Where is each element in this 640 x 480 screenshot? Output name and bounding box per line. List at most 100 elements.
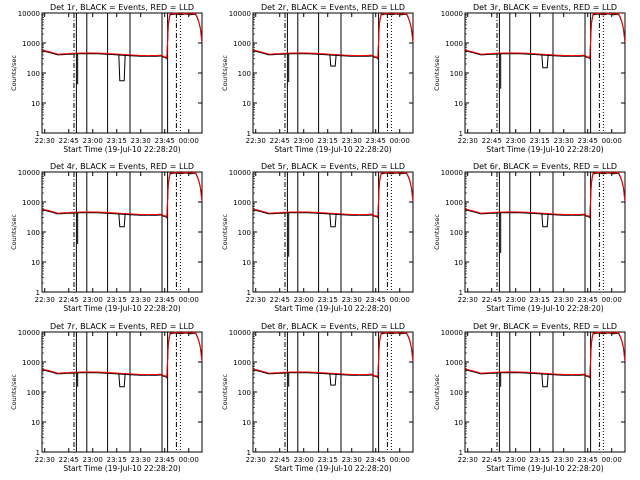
x-axis-label: Start Time (19-Jul-10 22:28:20) <box>486 464 603 473</box>
x-tick-label: 00:00 <box>179 296 199 304</box>
panel-det-6: Det 6r, BLACK = Events, RED = LLD 1 10 100 1… <box>433 162 626 313</box>
y-tick-label: 10000 <box>18 10 40 18</box>
y-axis-label: Counts/sec <box>10 214 18 250</box>
x-tick-label: 23:45 <box>155 456 175 464</box>
x-axis-label: Start Time (19-Jul-10 22:28:20) <box>274 145 391 154</box>
x-tick-label: 00:00 <box>602 137 622 145</box>
x-tick-label: 22:45 <box>482 456 502 464</box>
x-tick-label: 23:45 <box>366 456 386 464</box>
x-tick-label: 22:30 <box>246 296 266 304</box>
plot-frame <box>464 331 626 453</box>
plot-frame <box>41 171 203 293</box>
x-tick-label: 22:45 <box>270 456 290 464</box>
y-tick-label: 1 <box>459 449 463 457</box>
series-lld-line <box>252 331 414 378</box>
plot-frame <box>464 12 626 134</box>
panel-det-9: Det 9r, BLACK = Events, RED = LLD 1 10 100 1… <box>433 322 626 473</box>
y-axis-label: Counts/sec <box>433 214 441 250</box>
x-tick-label: 00:00 <box>179 137 199 145</box>
y-tick-label: 1000 <box>233 359 251 367</box>
x-tick-label: 22:45 <box>482 296 502 304</box>
y-tick-label: 1000 <box>22 40 40 48</box>
x-tick-label: 23:45 <box>578 296 598 304</box>
y-axis-label: Counts/sec <box>221 374 229 410</box>
events-notch <box>329 213 337 228</box>
plot-frame <box>252 171 414 293</box>
x-axis-label: Start Time (19-Jul-10 22:28:20) <box>63 464 180 473</box>
panel-title: Det 5r, BLACK = Events, RED = LLD <box>261 162 405 171</box>
x-tick-label: 23:45 <box>155 296 175 304</box>
x-axis-label: Start Time (19-Jul-10 22:28:20) <box>63 145 180 154</box>
x-tick-label: 00:00 <box>390 137 410 145</box>
series-lld-line <box>464 12 626 59</box>
x-tick-label: 23:30 <box>131 456 151 464</box>
series-events-line <box>464 13 626 60</box>
x-tick-label: 22:30 <box>35 296 55 304</box>
y-tick-label: 1000 <box>445 40 463 48</box>
events-notch <box>541 54 549 69</box>
x-tick-label: 23:30 <box>342 456 362 464</box>
x-tick-label: 23:30 <box>554 296 574 304</box>
series-lld-line <box>252 12 414 59</box>
y-tick-label: 1 <box>247 289 251 297</box>
plot-frame <box>41 12 203 134</box>
events-notch <box>118 373 126 388</box>
y-tick-label: 100 <box>238 70 251 78</box>
y-tick-label: 10000 <box>441 169 463 177</box>
series-events-line <box>252 172 414 219</box>
y-tick-label: 10 <box>242 259 251 267</box>
y-tick-label: 1000 <box>233 199 251 207</box>
y-tick-label: 100 <box>450 229 463 237</box>
x-tick-label: 22:30 <box>35 456 55 464</box>
x-axis-label: Start Time (19-Jul-10 22:28:20) <box>63 304 180 313</box>
series-events-line <box>41 13 203 60</box>
events-notch <box>118 213 126 228</box>
y-tick-label: 1 <box>247 449 251 457</box>
x-tick-label: 23:15 <box>107 296 127 304</box>
series-lld-line <box>41 171 203 218</box>
panel-det-2: Det 2r, BLACK = Events, RED = LLD 1 10 100 1… <box>221 3 414 154</box>
y-tick-label: 1000 <box>445 359 463 367</box>
y-tick-label: 10000 <box>229 10 251 18</box>
x-tick-label: 23:30 <box>342 137 362 145</box>
y-axis-label: Counts/sec <box>433 55 441 91</box>
y-tick-label: 100 <box>27 70 40 78</box>
x-tick-label: 22:45 <box>59 296 79 304</box>
y-tick-label: 1 <box>36 289 40 297</box>
events-notch <box>118 54 126 82</box>
panel-title: Det 2r, BLACK = Events, RED = LLD <box>261 3 405 12</box>
x-axis-label: Start Time (19-Jul-10 22:28:20) <box>486 304 603 313</box>
y-tick-label: 1000 <box>233 40 251 48</box>
x-tick-label: 23:30 <box>554 137 574 145</box>
series-lld-line <box>464 171 626 218</box>
panel-title: Det 8r, BLACK = Events, RED = LLD <box>261 322 405 331</box>
y-tick-label: 100 <box>27 389 40 397</box>
events-notch <box>329 54 337 67</box>
panel-title: Det 4r, BLACK = Events, RED = LLD <box>50 162 194 171</box>
series-lld-line <box>464 331 626 378</box>
y-tick-label: 10 <box>242 100 251 108</box>
panel-title: Det 6r, BLACK = Events, RED = LLD <box>473 162 617 171</box>
x-tick-label: 22:45 <box>482 137 502 145</box>
plot-frame <box>41 331 203 453</box>
events-notch <box>541 373 549 388</box>
y-tick-label: 10 <box>242 419 251 427</box>
x-axis-label: Start Time (19-Jul-10 22:28:20) <box>486 145 603 154</box>
x-tick-label: 23:15 <box>107 137 127 145</box>
x-axis-label: Start Time (19-Jul-10 22:28:20) <box>274 464 391 473</box>
y-tick-label: 10 <box>31 419 40 427</box>
x-tick-label: 23:15 <box>318 456 338 464</box>
panel-det-8: Det 8r, BLACK = Events, RED = LLD 1 10 100 1… <box>221 322 414 473</box>
y-axis-label: Counts/sec <box>221 214 229 250</box>
y-tick-label: 100 <box>27 229 40 237</box>
x-tick-label: 23:45 <box>366 137 386 145</box>
panel-title: Det 7r, BLACK = Events, RED = LLD <box>50 322 194 331</box>
x-tick-label: 22:30 <box>246 137 266 145</box>
x-tick-label: 23:00 <box>294 137 314 145</box>
x-axis-label: Start Time (19-Jul-10 22:28:20) <box>274 304 391 313</box>
panel-title: Det 9r, BLACK = Events, RED = LLD <box>473 322 617 331</box>
y-axis-label: Counts/sec <box>433 374 441 410</box>
y-tick-label: 10000 <box>441 329 463 337</box>
x-tick-label: 23:00 <box>83 137 103 145</box>
